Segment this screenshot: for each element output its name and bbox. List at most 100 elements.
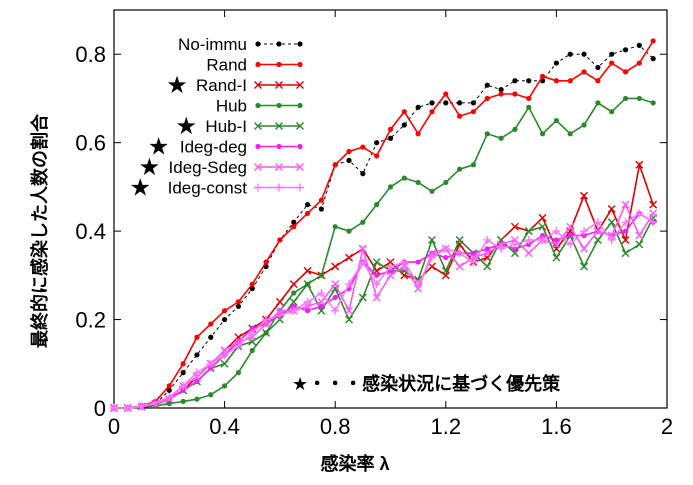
legend-marker-no-immu	[297, 41, 303, 47]
star-icon: ★	[129, 175, 151, 202]
legend-marker-rand-i	[275, 81, 283, 89]
data-point-ideg-const	[220, 350, 229, 359]
data-point-hub	[208, 392, 214, 398]
data-point-no-immu	[581, 51, 587, 57]
data-point-ideg-sdeg	[524, 249, 533, 258]
legend-marker-rand	[276, 61, 282, 68]
data-point-hub-i	[262, 328, 271, 337]
legend-marker-hub-i	[296, 122, 304, 130]
data-point-rand-i	[275, 297, 284, 306]
data-point-rand	[332, 162, 338, 168]
data-point-no-immu	[553, 60, 560, 66]
data-point-ideg-deg	[318, 303, 324, 309]
data-point-no-immu	[346, 157, 352, 163]
data-point-ideg-const	[621, 218, 630, 227]
data-point-hub	[332, 224, 338, 230]
data-point-rand-i	[345, 253, 354, 262]
data-point-hub-i	[220, 359, 229, 368]
annotation-text: ★・・・感染状況に基づく優先策	[292, 373, 561, 394]
legend-marker-ideg-sdeg	[254, 163, 262, 171]
data-point-ideg-deg	[443, 255, 449, 261]
y-tick-label: 0.6	[75, 131, 106, 156]
data-point-ideg-const	[303, 297, 312, 306]
legend-entry-ideg-sdeg: Ideg-Sdeg ★	[139, 154, 304, 181]
data-point-rand	[180, 361, 186, 367]
data-point-rand	[526, 95, 532, 102]
data-point-ideg-const	[345, 280, 354, 289]
data-point-hub-i	[289, 297, 298, 306]
data-point-rand	[553, 78, 560, 84]
data-point-ideg-sdeg	[635, 231, 644, 240]
data-point-hub-i	[607, 218, 616, 227]
data-point-no-immu	[360, 171, 366, 177]
legend-entry-hub: Hub	[216, 97, 303, 116]
x-axis-label: 感染率 λ	[320, 453, 389, 474]
data-point-rand	[387, 126, 394, 132]
data-point-hub-i	[303, 280, 312, 289]
data-point-ideg-deg	[180, 387, 186, 393]
data-point-ideg-sdeg	[580, 244, 589, 253]
data-point-no-immu	[650, 56, 656, 62]
data-point-no-immu	[457, 100, 463, 106]
data-point-no-immu	[208, 334, 214, 340]
legend-marker-no-immu	[255, 41, 261, 47]
legend-marker-rand	[297, 61, 303, 68]
x-tick-label: 1.6	[541, 414, 572, 439]
legend-marker-rand	[255, 61, 261, 68]
data-point-hub	[484, 131, 490, 137]
series-no-immu	[111, 42, 656, 411]
data-point-ideg-deg	[304, 308, 311, 314]
y-tick-label: 0	[94, 396, 106, 421]
legend-label-rand-i: Rand-I	[196, 76, 247, 95]
data-point-hub	[291, 290, 297, 296]
data-point-hub-i	[552, 253, 561, 262]
data-point-rand	[650, 38, 656, 44]
data-point-hub-i	[455, 235, 464, 244]
data-point-ideg-sdeg	[414, 284, 423, 293]
data-point-hub	[567, 131, 573, 137]
data-point-rand	[567, 78, 573, 84]
data-point-rand	[415, 131, 421, 137]
data-point-rand	[609, 60, 615, 66]
data-point-rand-i	[289, 280, 298, 289]
data-point-ideg-const	[206, 359, 215, 368]
data-point-ideg-deg	[374, 272, 380, 278]
legend-entry-rand: Rand	[206, 56, 303, 75]
data-point-hub	[387, 184, 394, 190]
data-point-ideg-deg	[387, 268, 394, 274]
data-point-ideg-deg	[622, 228, 629, 234]
data-point-rand	[484, 95, 490, 102]
data-point-hub	[636, 95, 642, 102]
data-point-ideg-deg	[512, 246, 518, 252]
data-point-ideg-const	[165, 392, 174, 401]
data-point-rand-i	[427, 262, 436, 271]
data-point-no-immu	[222, 316, 228, 323]
data-point-ideg-const	[248, 328, 257, 337]
legend: No-immuRandRand-I★HubHub-I★Ideg-deg★Ideg…	[129, 35, 304, 202]
data-point-rand	[291, 224, 297, 230]
data-point-rand-i	[580, 191, 589, 200]
annotation: ★・・・感染状況に基づく優先策	[292, 373, 561, 394]
data-point-rand	[374, 153, 380, 159]
data-point-ideg-deg	[332, 294, 338, 301]
x-axis: 0 0.4 0.8 1.2 1.6 2	[108, 10, 673, 439]
series-ideg-sdeg	[110, 200, 658, 412]
legend-entry-rand-i: Rand-I ★	[166, 72, 304, 99]
legend-label-no-immu: No-immu	[178, 35, 247, 54]
data-point-ideg-const	[110, 404, 118, 412]
data-point-hub-i	[621, 249, 630, 258]
series-line-ideg-sdeg	[114, 202, 654, 409]
data-point-ideg-const	[289, 306, 298, 315]
data-point-hub	[457, 166, 463, 172]
data-point-ideg-const	[358, 258, 367, 267]
legend-marker-ideg-const	[254, 183, 262, 192]
data-point-rand	[235, 299, 242, 305]
data-point-no-immu	[512, 78, 518, 84]
star-icon: ★	[175, 113, 197, 140]
star-icon: ★	[166, 72, 188, 99]
data-point-rand	[208, 321, 214, 327]
data-point-hub	[415, 179, 421, 186]
data-point-ideg-deg	[249, 325, 255, 331]
legend-marker-hub	[255, 102, 261, 109]
data-point-hub	[539, 131, 546, 137]
